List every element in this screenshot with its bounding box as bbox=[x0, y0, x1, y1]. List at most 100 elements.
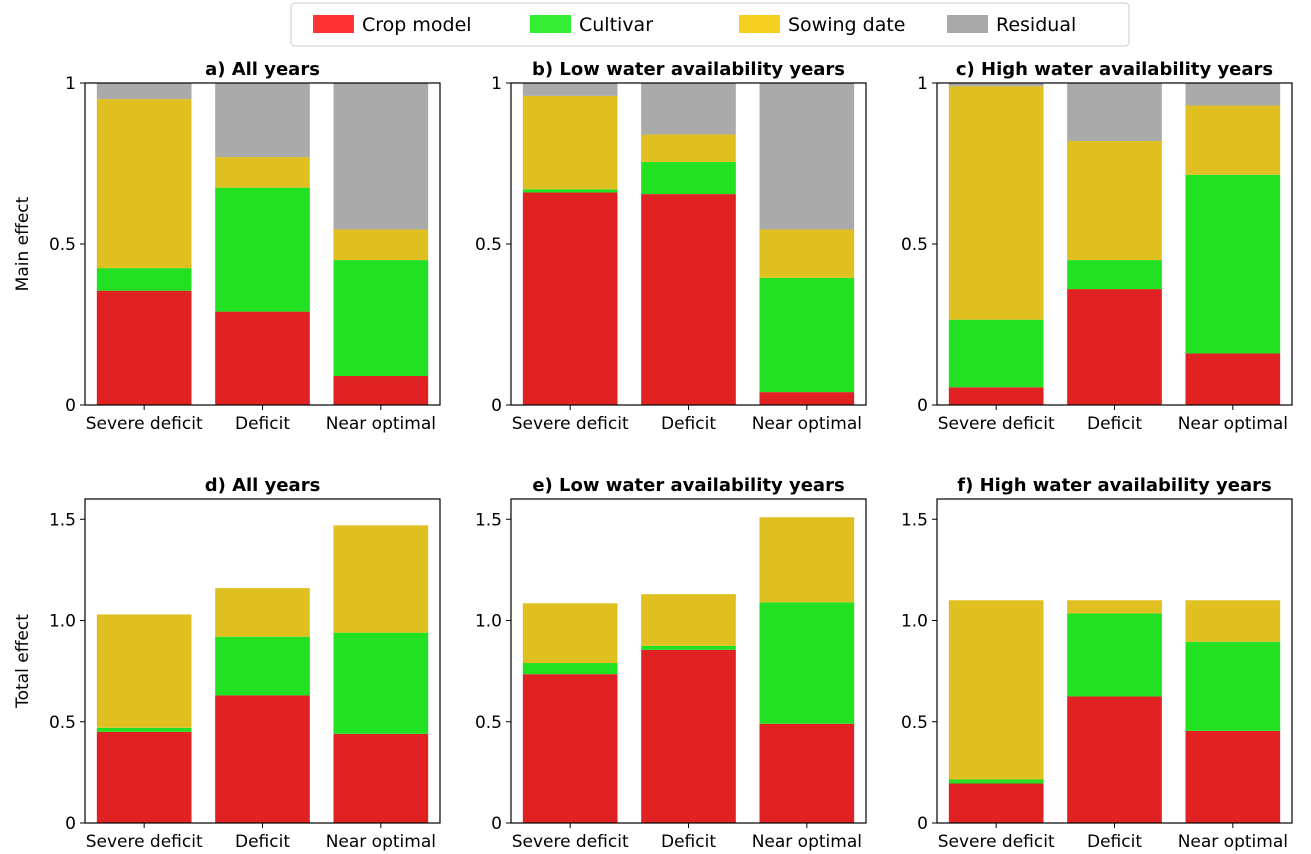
bar-cultivar-deficit bbox=[1067, 613, 1162, 697]
bar-crop-model-near-optimal bbox=[333, 376, 429, 405]
y-tick-label: 0 bbox=[65, 396, 76, 416]
bar-cultivar-near-optimal bbox=[759, 602, 855, 724]
bar-cultivar-severe-deficit bbox=[96, 727, 192, 732]
legend-box bbox=[290, 2, 1130, 47]
panel-a: Severe deficit Deficit Near optimal 0 0.5 1 a)… bbox=[13, 59, 441, 434]
bar-residual-deficit bbox=[641, 83, 736, 135]
bar-sowing-date-deficit bbox=[1067, 600, 1162, 614]
bar-crop-model-near-optimal bbox=[333, 733, 429, 823]
y-tick-label: 0 bbox=[491, 814, 502, 834]
panel-title: e) Low water availability years bbox=[532, 475, 844, 496]
x-tick-label: Deficit bbox=[1087, 414, 1142, 434]
legend-swatch-sowing-date bbox=[739, 15, 780, 33]
legend-swatch-cultivar bbox=[530, 15, 571, 33]
y-tick-label: 0 bbox=[65, 814, 76, 834]
bar-crop-model-near-optimal bbox=[1185, 353, 1281, 405]
y-tick-label: 1.0 bbox=[475, 612, 502, 632]
bar-crop-model-severe-deficit bbox=[96, 731, 192, 823]
bar-crop-model-severe-deficit bbox=[522, 192, 618, 405]
bar-sowing-date-near-optimal bbox=[759, 517, 855, 603]
bar-sowing-date-severe-deficit bbox=[96, 99, 192, 269]
bar-cultivar-deficit bbox=[215, 636, 310, 696]
y-tick-label: 0 bbox=[917, 814, 928, 834]
panel-d: Severe deficit Deficit Near optimal 0 0.5 1.0… bbox=[13, 475, 441, 852]
bar-cultivar-near-optimal bbox=[759, 277, 855, 393]
bar-crop-model-deficit bbox=[641, 194, 736, 405]
x-tick-label: Deficit bbox=[235, 832, 290, 852]
legend-label-crop-model: Crop model bbox=[362, 14, 472, 36]
panel-title: b) Low water availability years bbox=[532, 59, 845, 80]
bar-cultivar-severe-deficit bbox=[522, 663, 618, 675]
bar-residual-severe-deficit bbox=[522, 83, 618, 96]
bar-cultivar-severe-deficit bbox=[948, 319, 1044, 388]
legend-label-residual: Residual bbox=[996, 14, 1076, 36]
x-tick-label: Severe deficit bbox=[512, 414, 629, 434]
bar-sowing-date-deficit bbox=[215, 588, 310, 637]
panel-title: c) High water availability years bbox=[956, 59, 1273, 80]
y-tick-label: 0 bbox=[917, 396, 928, 416]
y-tick-label: 0.5 bbox=[49, 713, 76, 733]
chart-panels: Severe deficit Deficit Near optimal 0 0.5 1 a)… bbox=[13, 59, 1293, 852]
panel-c: Severe deficit Deficit Near optimal 0 0.5 1 c)… bbox=[901, 59, 1293, 434]
bar-sowing-date-near-optimal bbox=[1185, 105, 1281, 175]
axes-frame bbox=[84, 498, 441, 824]
x-tick-label: Deficit bbox=[1087, 832, 1142, 852]
y-axis-label: Total effect bbox=[13, 614, 33, 709]
legend-label-cultivar: Cultivar bbox=[579, 14, 653, 36]
bar-cultivar-deficit bbox=[641, 645, 736, 650]
bar-cultivar-severe-deficit bbox=[948, 779, 1044, 784]
axes-frame bbox=[936, 498, 1293, 824]
bar-cultivar-deficit bbox=[215, 187, 310, 312]
x-tick-label: Near optimal bbox=[752, 832, 862, 852]
y-tick-label: 0.5 bbox=[901, 713, 928, 733]
bar-cultivar-near-optimal bbox=[333, 260, 429, 377]
x-tick-label: Deficit bbox=[235, 414, 290, 434]
y-axis-label: Main effect bbox=[13, 196, 33, 291]
y-tick-label: 1 bbox=[917, 74, 928, 94]
x-tick-label: Severe deficit bbox=[86, 414, 203, 434]
y-tick-label: 1.5 bbox=[901, 510, 928, 530]
y-tick-label: 0.5 bbox=[475, 713, 502, 733]
bar-crop-model-deficit bbox=[1067, 289, 1162, 405]
legend: Crop model Cultivar Sowing date Residual bbox=[290, 2, 1130, 47]
bar-crop-model-near-optimal bbox=[1185, 730, 1281, 823]
y-tick-label: 1 bbox=[65, 74, 76, 94]
bar-crop-model-severe-deficit bbox=[96, 290, 192, 405]
bar-sowing-date-severe-deficit bbox=[948, 600, 1044, 780]
bar-crop-model-deficit bbox=[215, 695, 310, 823]
y-tick-label: 0.5 bbox=[901, 235, 928, 255]
bar-residual-near-optimal bbox=[1185, 83, 1281, 106]
bar-cultivar-deficit bbox=[641, 161, 736, 195]
y-tick-label: 0 bbox=[491, 396, 502, 416]
bar-sowing-date-near-optimal bbox=[759, 229, 855, 278]
panel-title: f) High water availability years bbox=[957, 475, 1271, 496]
x-tick-label: Severe deficit bbox=[938, 832, 1055, 852]
bar-sowing-date-deficit bbox=[641, 134, 736, 162]
legend-label-sowing-date: Sowing date bbox=[788, 14, 906, 36]
x-tick-label: Near optimal bbox=[326, 414, 436, 434]
legend-swatch-crop-model bbox=[313, 15, 354, 33]
bar-residual-severe-deficit bbox=[96, 83, 192, 100]
bar-crop-model-severe-deficit bbox=[948, 783, 1044, 823]
bar-sowing-date-near-optimal bbox=[1185, 600, 1281, 642]
bar-sowing-date-near-optimal bbox=[333, 229, 429, 261]
bar-residual-severe-deficit bbox=[948, 83, 1044, 87]
x-tick-label: Severe deficit bbox=[512, 832, 629, 852]
y-tick-label: 0.5 bbox=[475, 235, 502, 255]
bar-crop-model-deficit bbox=[641, 649, 736, 823]
bar-sowing-date-deficit bbox=[641, 594, 736, 646]
panel-f: Severe deficit Deficit Near optimal 0 0.5 1.0… bbox=[901, 475, 1293, 852]
bar-crop-model-severe-deficit bbox=[948, 387, 1044, 405]
y-tick-label: 1 bbox=[491, 74, 502, 94]
x-tick-label: Near optimal bbox=[752, 414, 862, 434]
panel-b: Severe deficit Deficit Near optimal 0 0.5 1 b)… bbox=[475, 59, 867, 434]
bar-sowing-date-severe-deficit bbox=[522, 603, 618, 664]
panel-title: a) All years bbox=[205, 59, 320, 80]
legend-swatch-residual bbox=[947, 15, 988, 33]
bar-residual-deficit bbox=[1067, 83, 1162, 141]
bar-crop-model-deficit bbox=[1067, 696, 1162, 823]
bar-crop-model-near-optimal bbox=[759, 723, 855, 823]
bar-residual-near-optimal bbox=[759, 83, 855, 230]
x-tick-label: Near optimal bbox=[1178, 414, 1288, 434]
panel-e: Severe deficit Deficit Near optimal 0 0.5 1.0… bbox=[475, 475, 867, 852]
